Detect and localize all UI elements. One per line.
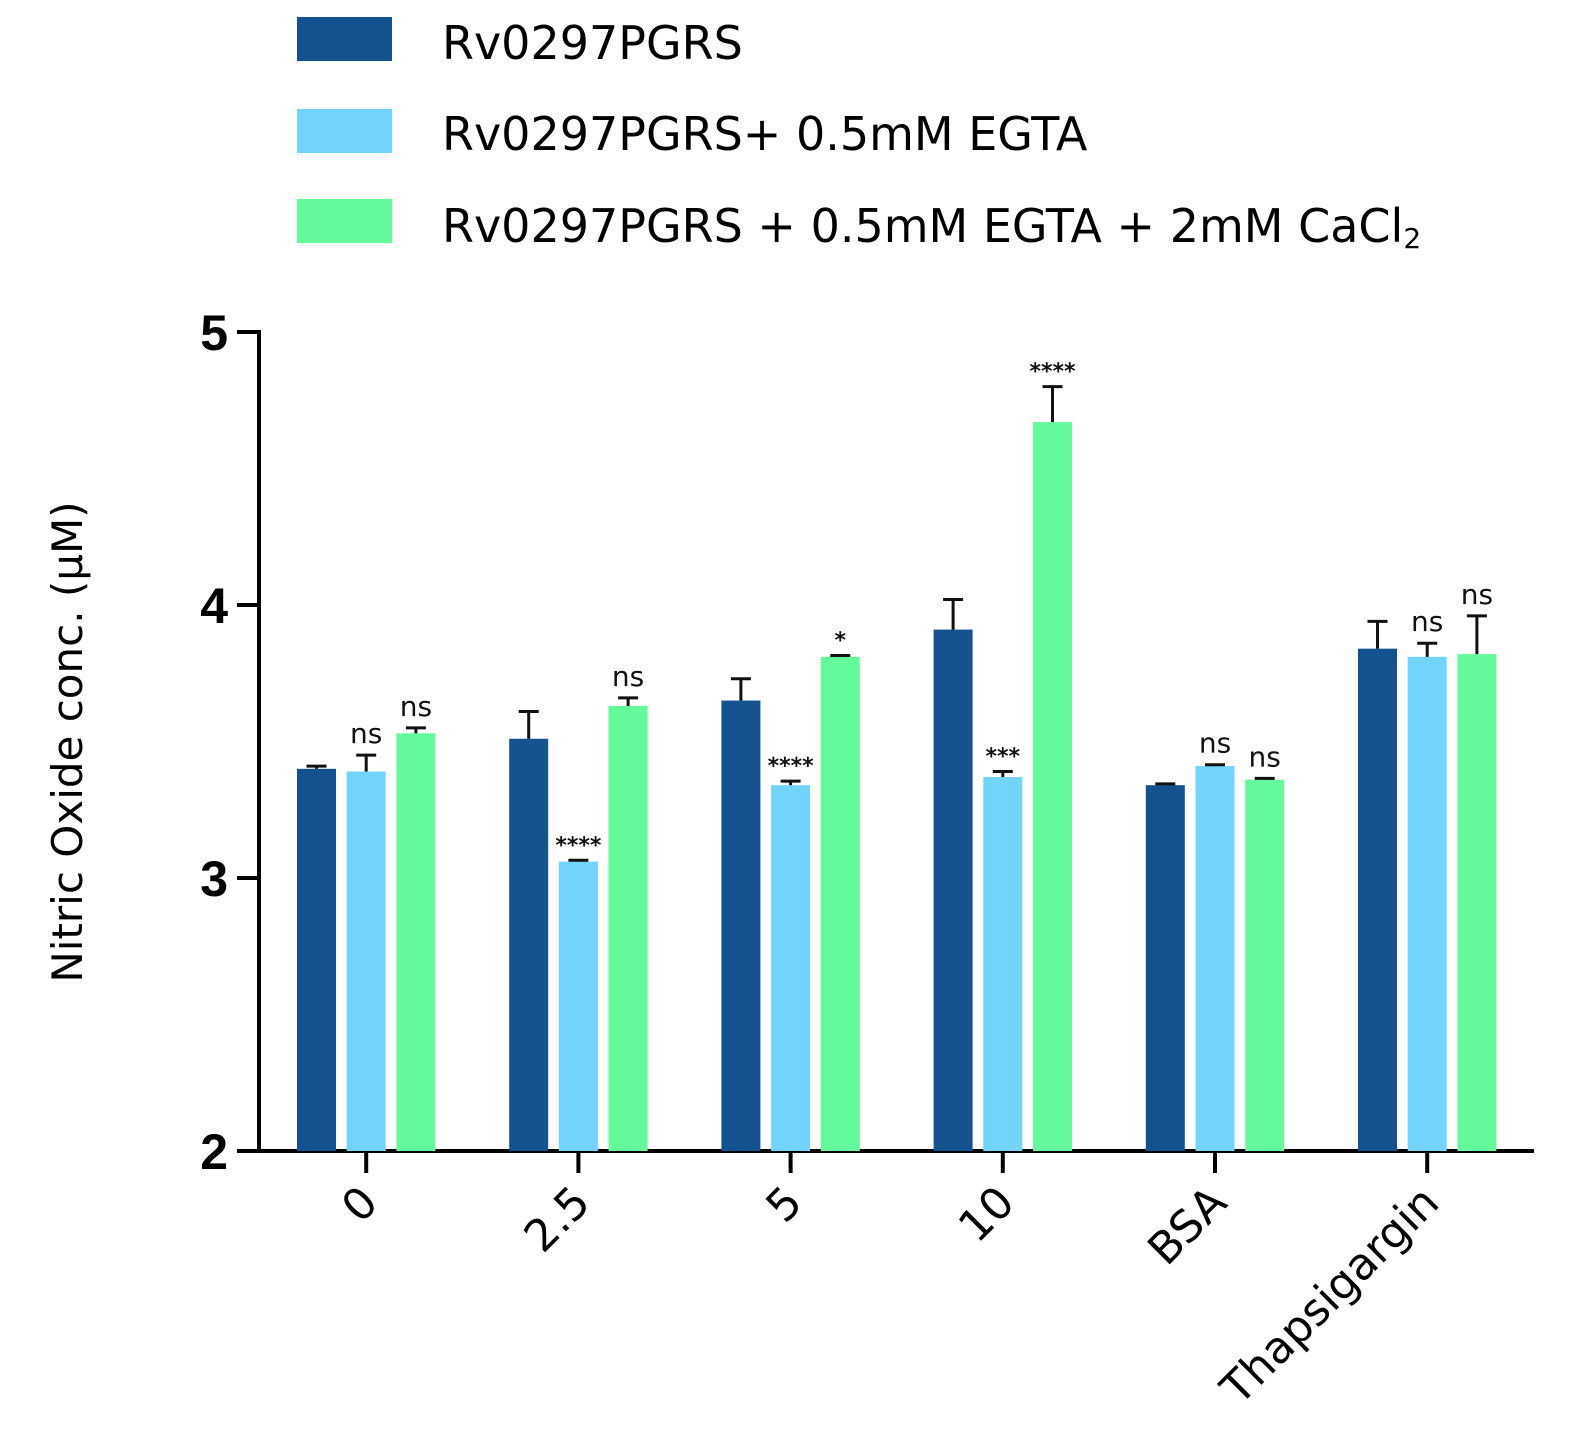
bar-series-1 — [297, 768, 336, 1151]
legend-label-series-1: Rv0297PGRS — [442, 16, 743, 70]
legend-swatch-series-2 — [297, 109, 392, 153]
x-tick-label: 2.5 — [515, 1177, 601, 1263]
y-tick-label: 2 — [200, 1124, 228, 1180]
significance-label: **** — [768, 754, 815, 779]
x-tick-label: 10 — [949, 1177, 1025, 1253]
bar-series-3 — [1457, 654, 1497, 1151]
bar-series-2 — [346, 771, 386, 1151]
significance-label: ns — [1461, 578, 1493, 611]
bar-series-2 — [1195, 766, 1235, 1151]
y-tick-label: 4 — [200, 578, 228, 634]
y-tick-label: 3 — [200, 851, 228, 907]
x-tick-label: 5 — [757, 1177, 813, 1233]
bar-series-2 — [983, 776, 1023, 1151]
bar-series-2 — [558, 861, 598, 1151]
bar-series-1 — [1358, 648, 1397, 1151]
significance-label: ns — [400, 690, 432, 723]
bar-series-1 — [721, 700, 761, 1151]
significance-label: **** — [555, 833, 602, 858]
significance-label: ns — [612, 660, 644, 693]
significance-label: ns — [350, 717, 382, 750]
x-tick-label: BSA — [1138, 1177, 1236, 1275]
x-tick-label: Thapsigargin — [1211, 1177, 1449, 1415]
bar-series-3 — [608, 706, 648, 1151]
y-ticks: 2 3 4 5 — [200, 305, 259, 1180]
bar-series-3 — [1033, 422, 1072, 1152]
bar-series-1 — [933, 629, 973, 1151]
bar-series-1 — [1145, 785, 1185, 1151]
legend-label-series-2: Rv0297PGRS+ 0.5mM EGTA — [442, 107, 1088, 161]
bar-series-2 — [1407, 656, 1447, 1151]
y-axis-label: Nitric Oxide conc. (μM) — [43, 501, 92, 982]
y-tick-label: 5 — [200, 305, 228, 361]
significance-label: *** — [986, 745, 1021, 770]
legend: Rv0297PGRS Rv0297PGRS+ 0.5mM EGTA Rv0297… — [297, 16, 1421, 255]
legend-label-series-3-subscript: 2 — [1403, 222, 1421, 255]
significance-label: * — [835, 629, 847, 654]
bar-series-3 — [1245, 779, 1285, 1151]
legend-label-series-3: Rv0297PGRS + 0.5mM EGTA + 2mM CaCl2 — [442, 199, 1421, 255]
x-tick-label: 0 — [332, 1177, 388, 1233]
bar-series-3 — [820, 656, 860, 1151]
legend-swatch-series-3 — [297, 199, 392, 243]
significance-label: ns — [1249, 740, 1281, 773]
bar-series-1 — [509, 738, 549, 1151]
bar-series-3 — [396, 733, 436, 1151]
significance-label: ns — [1411, 605, 1443, 638]
legend-label-series-3-text: Rv0297PGRS + 0.5mM EGTA + 2mM CaCl — [442, 199, 1403, 253]
bar-series-2 — [771, 785, 811, 1151]
legend-swatch-series-1 — [297, 17, 392, 61]
significance-label: **** — [1029, 360, 1076, 385]
significance-label: ns — [1199, 727, 1231, 760]
